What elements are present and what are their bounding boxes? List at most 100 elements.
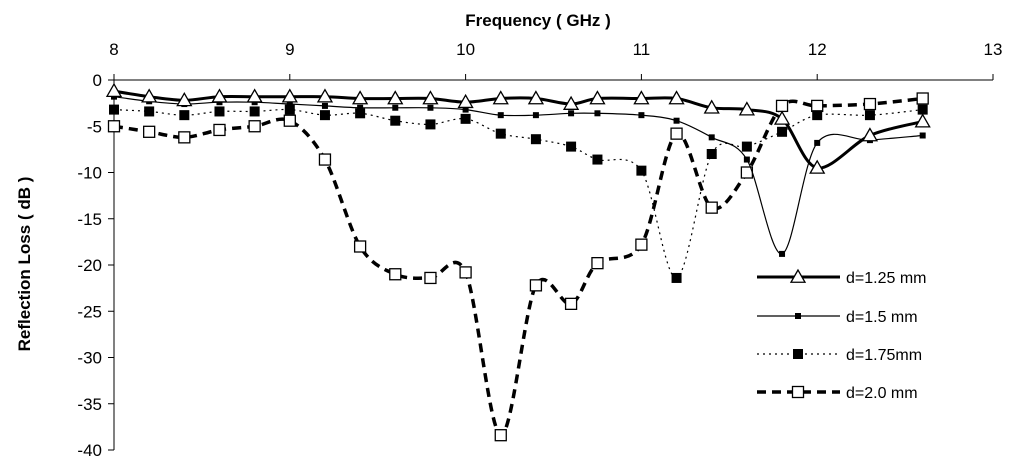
data-point bbox=[773, 110, 791, 125]
data-point bbox=[357, 104, 364, 111]
legend-swatch-marker bbox=[789, 268, 807, 283]
legend-item: d=1.25 mm bbox=[757, 268, 926, 287]
data-point bbox=[738, 101, 756, 116]
data-point bbox=[668, 90, 685, 105]
legend-item: d=1.5 mm bbox=[757, 309, 918, 326]
legend: d=1.25 mm d=1.5 mm d=1.75mm d=2.0 mm bbox=[757, 268, 926, 402]
data-point bbox=[321, 102, 328, 109]
data-point bbox=[703, 99, 720, 114]
data-point bbox=[211, 88, 228, 103]
series-2 bbox=[111, 93, 926, 257]
data-point bbox=[355, 108, 366, 119]
data-point bbox=[389, 268, 402, 281]
data-point bbox=[594, 110, 601, 117]
data-point bbox=[494, 429, 507, 442]
x-axis: 8 9 10 11 12 13 bbox=[109, 40, 1002, 80]
data-point bbox=[176, 92, 193, 107]
data-point bbox=[425, 119, 436, 130]
data-point bbox=[635, 238, 648, 251]
data-point bbox=[809, 159, 826, 174]
data-point bbox=[143, 125, 156, 138]
data-point bbox=[281, 88, 298, 103]
data-point bbox=[591, 256, 604, 270]
data-point bbox=[179, 110, 190, 121]
y-tick-label: -5 bbox=[87, 117, 102, 136]
data-point bbox=[705, 201, 718, 214]
x-tick-label: 10 bbox=[456, 40, 475, 59]
plot-area bbox=[105, 82, 931, 442]
data-point bbox=[427, 104, 434, 111]
data-point bbox=[741, 141, 752, 152]
data-point bbox=[424, 271, 437, 285]
data-point bbox=[914, 113, 931, 128]
data-point bbox=[457, 93, 474, 109]
data-point bbox=[673, 117, 680, 124]
data-point bbox=[530, 134, 541, 145]
x-axis-title: Frequency ( GHz ) bbox=[465, 11, 610, 30]
data-point bbox=[141, 88, 158, 103]
data-point bbox=[916, 92, 929, 105]
legend-swatch-marker bbox=[793, 349, 803, 359]
x-tick-label: 8 bbox=[109, 40, 118, 59]
data-point bbox=[284, 104, 295, 115]
data-point bbox=[107, 120, 121, 133]
x-tick-label: 13 bbox=[984, 40, 1003, 59]
data-point bbox=[246, 88, 263, 103]
series-line bbox=[113, 96, 923, 255]
data-point bbox=[636, 165, 647, 176]
data-point bbox=[316, 88, 334, 103]
data-point bbox=[351, 90, 369, 105]
y-tick-label: -25 bbox=[77, 302, 102, 321]
data-point bbox=[392, 104, 399, 111]
data-point bbox=[492, 90, 509, 105]
data-point bbox=[917, 104, 928, 115]
x-tick-label: 11 bbox=[633, 40, 651, 59]
data-point bbox=[708, 134, 715, 141]
data-point bbox=[812, 110, 823, 121]
data-point bbox=[422, 90, 439, 105]
data-point bbox=[213, 123, 226, 137]
data-point bbox=[633, 90, 650, 105]
x-tick-label: 12 bbox=[808, 40, 827, 59]
series-1 bbox=[105, 82, 931, 174]
y-tick-label: -40 bbox=[77, 441, 102, 459]
data-point bbox=[864, 110, 875, 121]
data-point bbox=[527, 90, 545, 105]
y-tick-label: -15 bbox=[77, 210, 102, 229]
data-point bbox=[814, 139, 821, 146]
data-point bbox=[353, 240, 367, 253]
legend-label: d=2.0 mm bbox=[846, 385, 918, 402]
legend-label: d=1.25 mm bbox=[846, 270, 926, 287]
y-tick-label: -10 bbox=[77, 164, 102, 183]
data-point bbox=[811, 99, 824, 113]
series-3 bbox=[109, 104, 928, 283]
y-tick-label: -30 bbox=[77, 349, 102, 368]
data-point bbox=[495, 128, 506, 139]
data-point bbox=[497, 112, 504, 119]
data-point bbox=[144, 106, 155, 117]
data-point bbox=[670, 127, 683, 140]
data-point bbox=[592, 154, 603, 165]
data-point bbox=[283, 114, 296, 127]
y-tick-label: -20 bbox=[77, 256, 102, 275]
data-point bbox=[743, 156, 750, 163]
data-point bbox=[249, 106, 260, 117]
data-point bbox=[286, 101, 293, 108]
data-point bbox=[529, 279, 543, 292]
data-point bbox=[706, 149, 717, 159]
data-point bbox=[214, 106, 225, 117]
x-tick-label: 9 bbox=[285, 40, 294, 59]
legend-swatch-marker bbox=[791, 385, 805, 399]
legend-swatch-marker bbox=[795, 313, 801, 319]
data-point bbox=[459, 266, 472, 279]
legend-label: d=1.75mm bbox=[846, 347, 922, 364]
data-point bbox=[861, 127, 879, 142]
data-point bbox=[532, 112, 539, 119]
y-axis: 0 -5 -10 -15 -20 -25 -30 -35 -40 bbox=[77, 71, 114, 459]
data-point bbox=[671, 272, 682, 283]
y-tick-label: 0 bbox=[93, 71, 102, 90]
y-axis-title: Reflection Loss ( dB ) bbox=[15, 177, 34, 352]
data-point bbox=[462, 106, 469, 113]
data-point bbox=[319, 110, 330, 121]
